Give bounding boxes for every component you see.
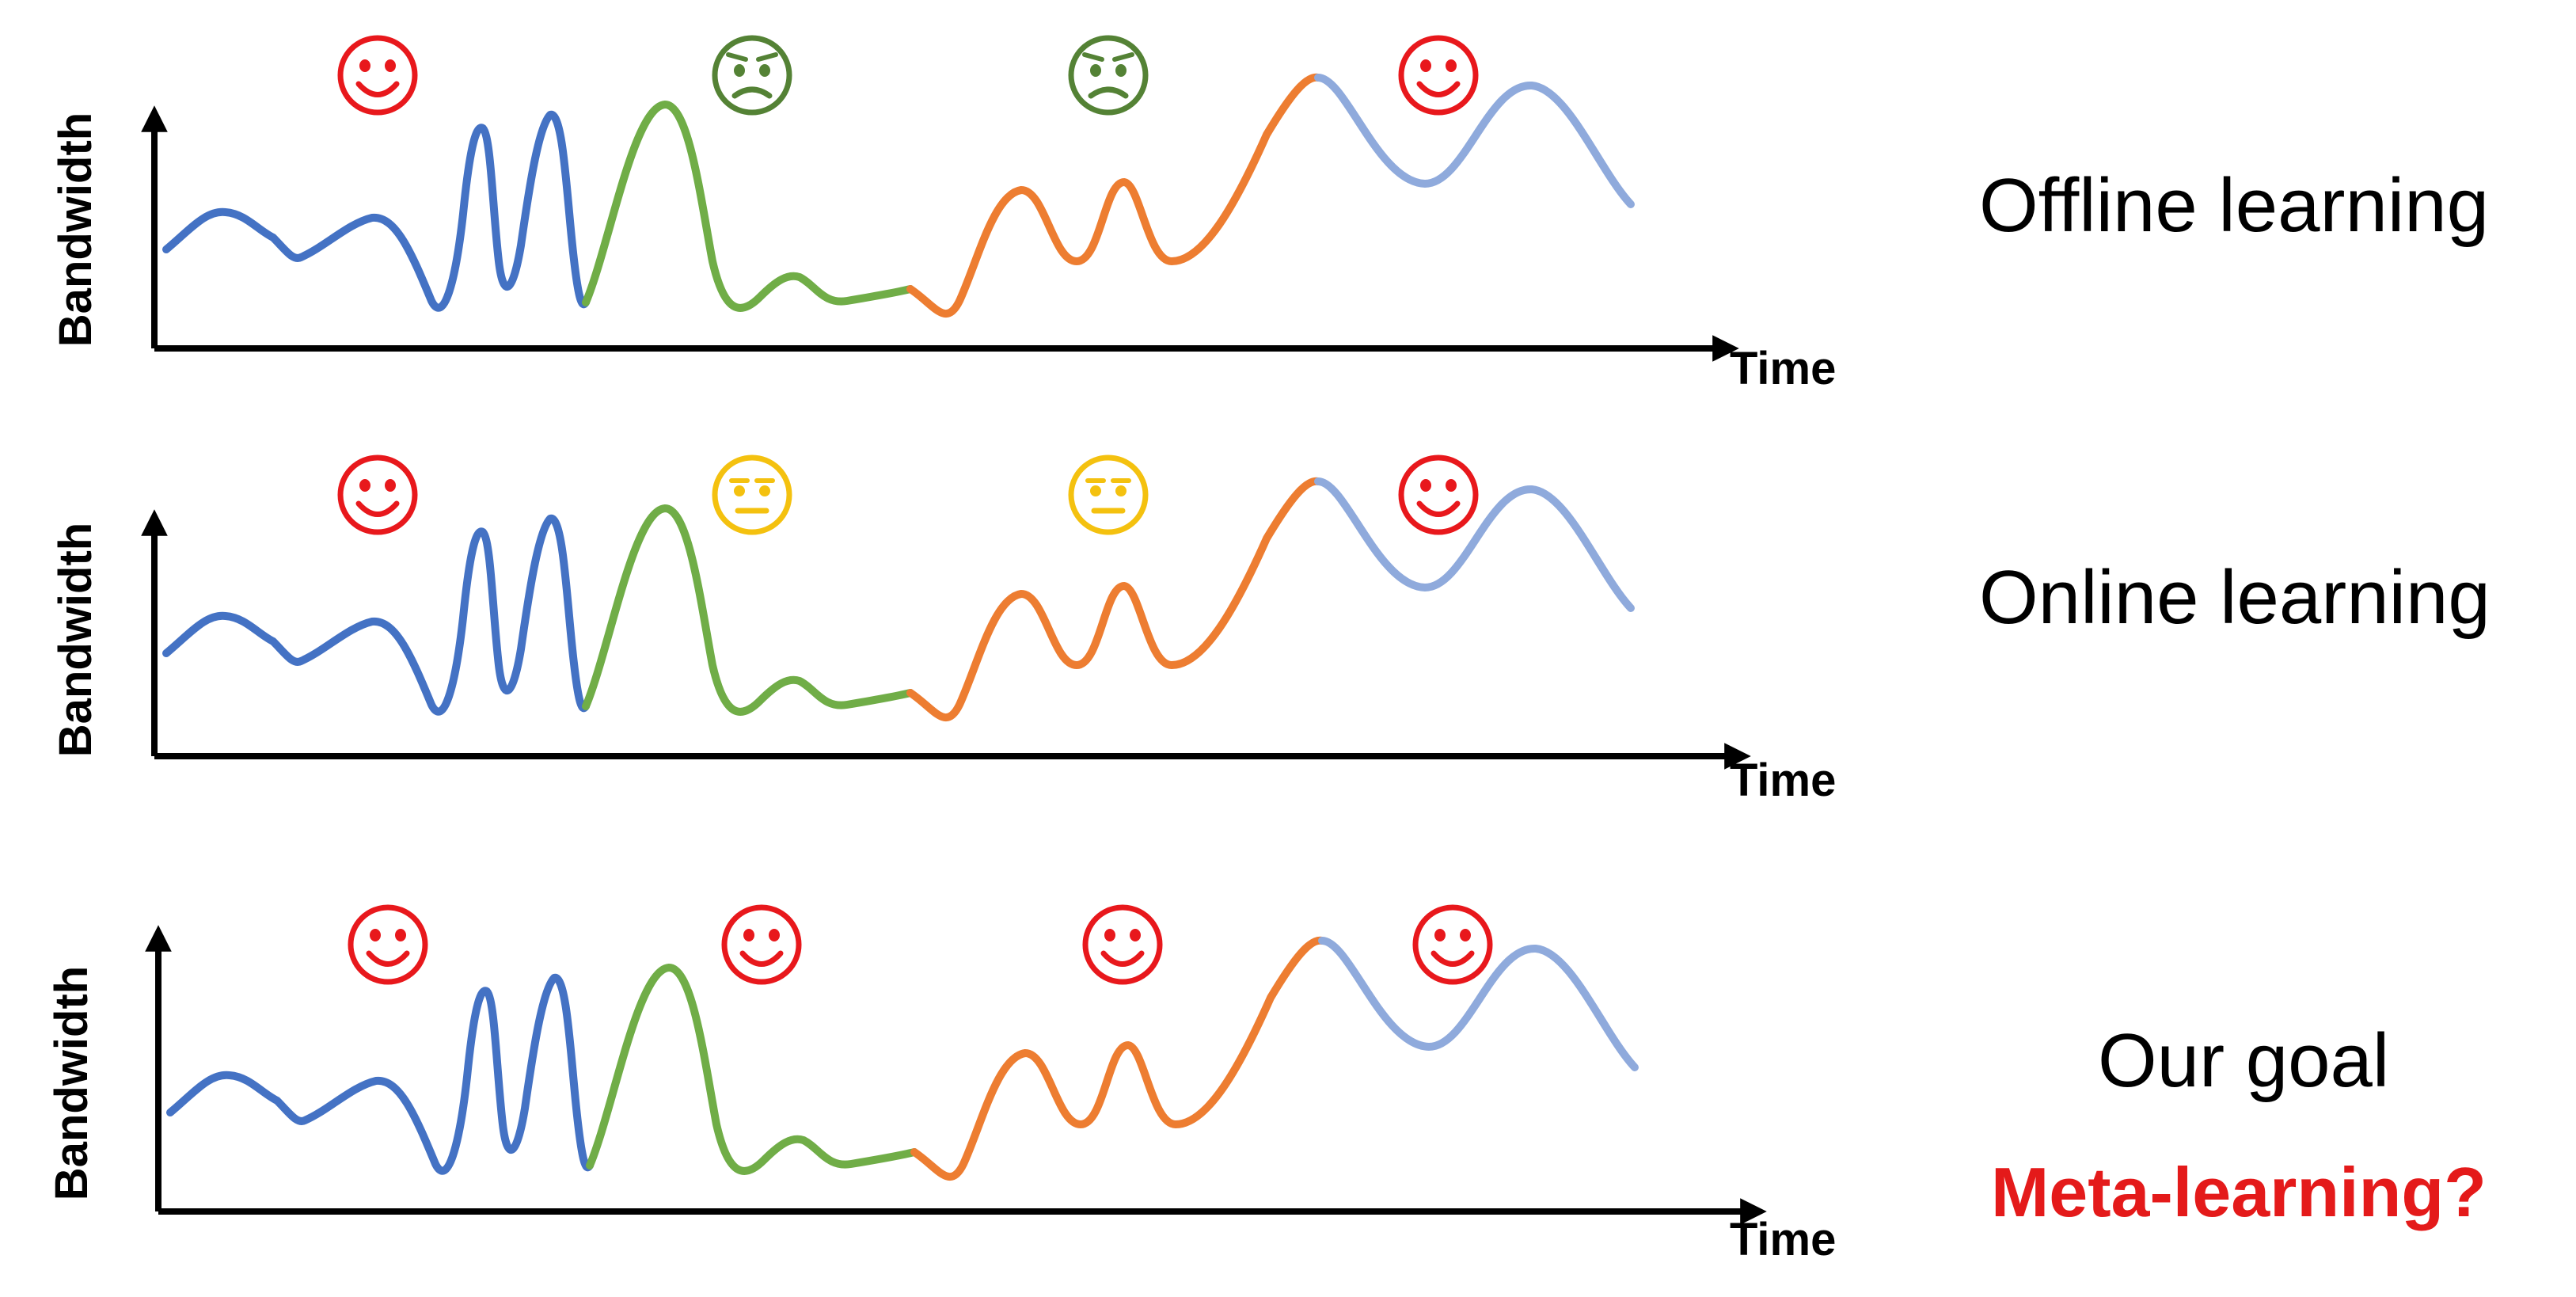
sad-face-icon bbox=[712, 35, 792, 116]
happy-face-icon bbox=[337, 35, 418, 116]
y-axis-label: Bandwidth bbox=[46, 966, 97, 1200]
x-axis-label: Time bbox=[1730, 755, 1836, 806]
y-axis-label: Bandwidth bbox=[50, 112, 101, 347]
bandwidth-curve bbox=[162, 477, 1635, 721]
panel-3: Bandwidth Time bbox=[46, 904, 1836, 1265]
caption-our-goal: Our goal bbox=[2098, 1018, 2390, 1103]
sad-face-icon bbox=[1068, 35, 1149, 116]
curve-segment1 bbox=[162, 515, 590, 716]
curve-segment2 bbox=[582, 504, 914, 716]
happy-face-icon bbox=[721, 904, 802, 985]
happy-face-icon bbox=[348, 904, 428, 985]
caption-offline-learning: Offline learning bbox=[1979, 163, 2489, 248]
curve-segment4 bbox=[1314, 74, 1635, 208]
happy-face-icon bbox=[337, 455, 418, 535]
caption-online-learning: Online learning bbox=[1979, 555, 2491, 640]
x-axis-label: Time bbox=[1730, 1214, 1836, 1265]
x-axis-label: Time bbox=[1730, 343, 1836, 394]
curve-segment2 bbox=[586, 964, 918, 1175]
y-axis-label: Bandwidth bbox=[50, 523, 101, 757]
happy-face-icon bbox=[1398, 35, 1479, 116]
curve-segment4 bbox=[1314, 477, 1635, 612]
curve-segment2 bbox=[582, 101, 914, 312]
neutral-face-icon bbox=[1068, 455, 1149, 535]
happy-face-icon bbox=[1082, 904, 1163, 985]
panel-1: Bandwidth Time bbox=[50, 35, 1836, 394]
panel-2: Bandwidth Time bbox=[50, 455, 1836, 806]
bandwidth-curve bbox=[162, 73, 1635, 318]
happy-face-icon bbox=[1412, 904, 1493, 985]
curve-segment3 bbox=[910, 936, 1326, 1181]
caption-meta-learning: Meta-learning? bbox=[1991, 1153, 2487, 1231]
curve-segment1 bbox=[162, 111, 590, 312]
happy-face-icon bbox=[1398, 455, 1479, 535]
curve-segment1 bbox=[166, 974, 594, 1175]
curve-segment4 bbox=[1318, 937, 1639, 1071]
curve-segment3 bbox=[906, 477, 1322, 721]
neutral-face-icon bbox=[712, 455, 792, 535]
bandwidth-curve bbox=[166, 936, 1639, 1181]
curve-segment3 bbox=[906, 73, 1322, 318]
